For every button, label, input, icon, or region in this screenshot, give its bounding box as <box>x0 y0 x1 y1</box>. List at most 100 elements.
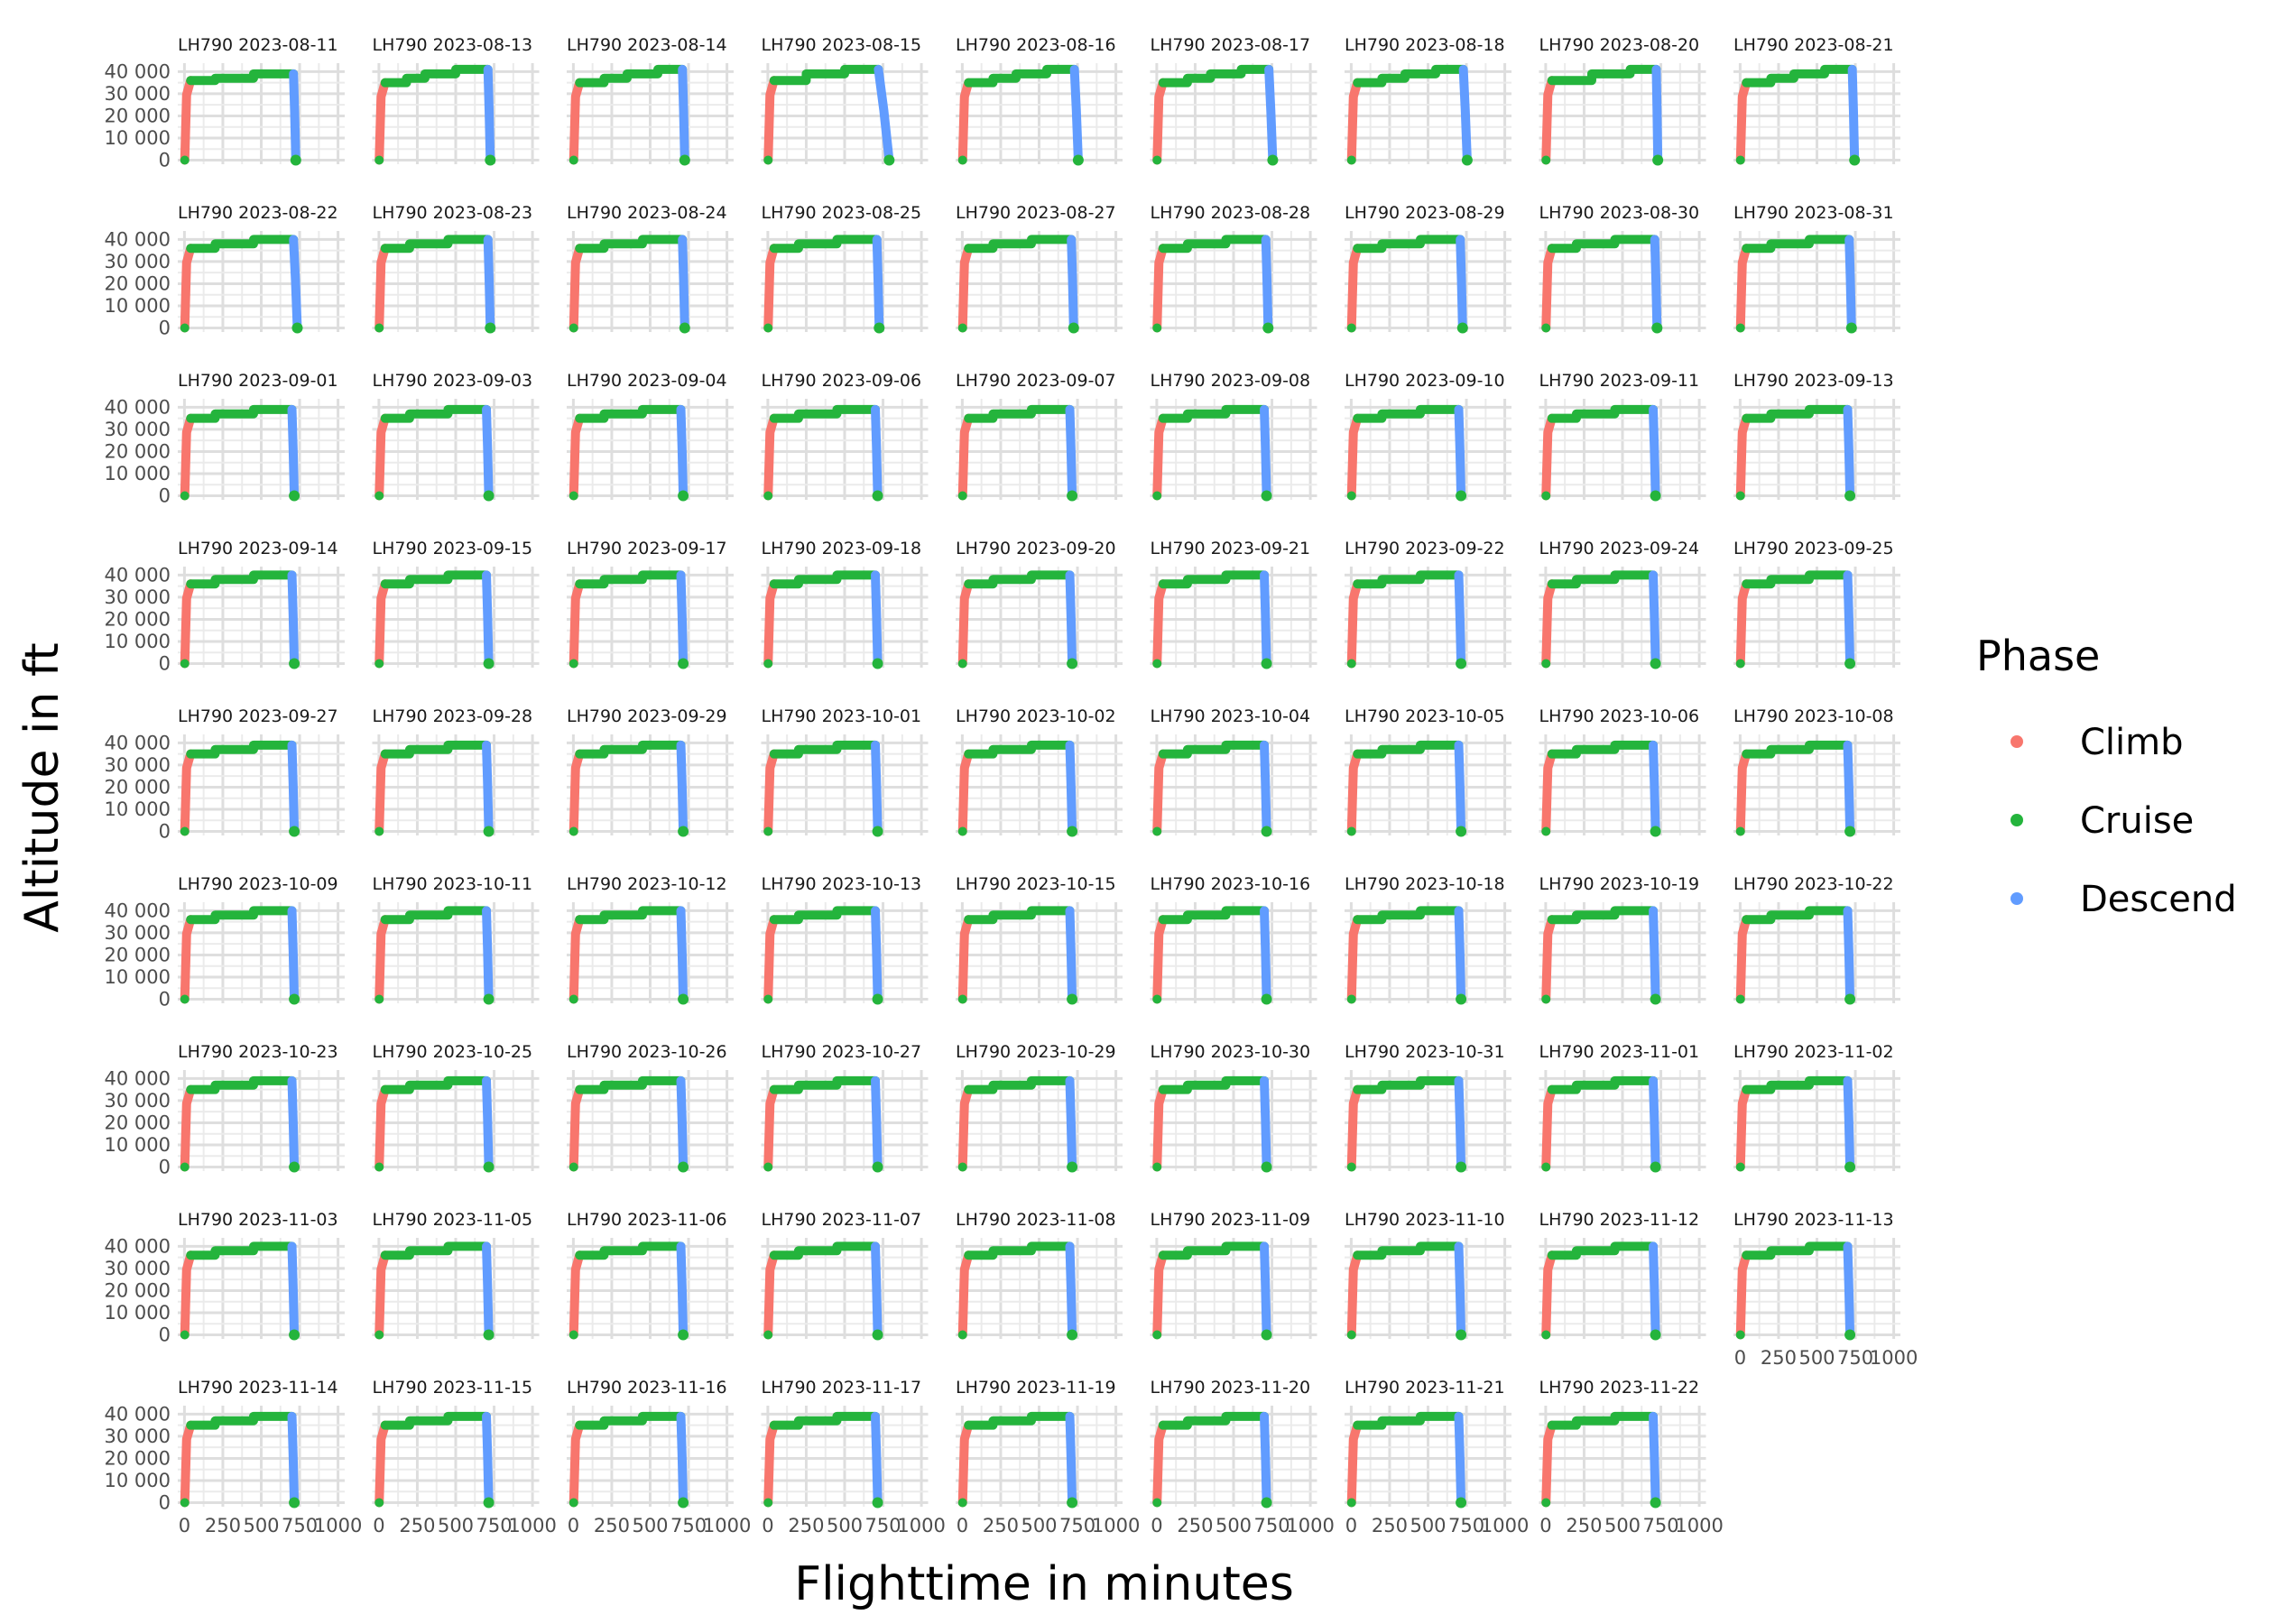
panel: LH790 2023-08-22010 00020 00030 00040 00… <box>105 203 345 339</box>
descend-series <box>1653 1081 1656 1167</box>
arrival-point <box>1652 155 1663 166</box>
departure-point <box>1736 492 1745 501</box>
panel: LH790 2023-08-11010 00020 00030 00040 00… <box>105 35 345 171</box>
legend-label-cruise: Cruise <box>2080 800 2194 842</box>
cruise-series <box>190 74 293 80</box>
arrival-point <box>1844 994 1855 1005</box>
y-tick-label: 0 <box>159 485 171 507</box>
y-tick-label: 0 <box>159 1324 171 1346</box>
panel-title: LH790 2023-11-17 <box>762 1378 922 1398</box>
cruise-series <box>190 1081 291 1090</box>
y-tick-label: 20 000 <box>105 944 171 965</box>
departure-point <box>374 1163 384 1172</box>
descend-series <box>488 69 491 161</box>
panel-title: LH790 2023-10-06 <box>1539 706 1700 726</box>
panel: LH790 2023-09-07 <box>956 371 1123 502</box>
arrival-point <box>289 1498 300 1509</box>
arrival-point <box>883 155 894 166</box>
departure-point <box>1541 1163 1550 1172</box>
y-tick-label: 20 000 <box>105 105 171 126</box>
panel: LH790 2023-10-04 <box>1151 706 1317 837</box>
arrival-point <box>1456 491 1466 502</box>
departure-point <box>180 156 190 165</box>
arrival-point <box>1650 1330 1661 1341</box>
panel: LH790 2023-08-31 <box>1733 203 1900 334</box>
arrival-point <box>1262 659 1272 669</box>
departure-point <box>763 492 772 501</box>
departure-point <box>1152 156 1161 165</box>
descend-series <box>1264 1246 1267 1334</box>
descend-series <box>681 745 684 832</box>
departure-point <box>1736 660 1745 669</box>
x-tick-label: 750 <box>670 1515 707 1536</box>
panel: LH790 2023-08-17 <box>1151 35 1317 166</box>
departure-point <box>180 1163 190 1172</box>
panel: LH790 2023-11-07 <box>762 1210 929 1341</box>
x-tick-label: 500 <box>1216 1515 1252 1536</box>
panel: LH790 2023-08-16 <box>956 35 1123 166</box>
arrival-point <box>874 323 884 334</box>
cruise-series <box>1163 1416 1264 1426</box>
arrival-point <box>1262 323 1273 334</box>
panel: LH790 2023-09-17 <box>567 539 734 669</box>
arrival-point <box>1456 826 1466 837</box>
x-tick-label: 750 <box>1448 1515 1484 1536</box>
panel-title: LH790 2023-09-13 <box>1733 371 1894 391</box>
descend-series <box>1070 410 1073 496</box>
panel: LH790 2023-08-29 <box>1345 203 1511 334</box>
panel-title: LH790 2023-10-13 <box>762 874 922 894</box>
arrival-point <box>1844 1330 1855 1341</box>
descend-series <box>292 575 295 663</box>
panel: LH790 2023-11-10 <box>1345 1210 1511 1341</box>
y-tick-label: 10 000 <box>105 1470 171 1491</box>
departure-point <box>569 492 578 501</box>
y-tick-label: 40 000 <box>105 1403 171 1425</box>
panel-title: LH790 2023-10-15 <box>956 874 1116 894</box>
y-tick-label: 20 000 <box>105 272 171 294</box>
y-tick-label: 10 000 <box>105 1302 171 1324</box>
x-tick-label: 250 <box>205 1515 241 1536</box>
departure-point <box>374 1499 384 1508</box>
panel-title: LH790 2023-09-11 <box>1539 371 1700 391</box>
departure-point <box>1736 1331 1745 1340</box>
arrival-point <box>1262 1330 1272 1341</box>
panel: LH790 2023-08-24 <box>567 203 734 334</box>
y-tick-label: 0 <box>159 653 171 675</box>
departure-point <box>1541 660 1550 669</box>
descend-series <box>681 1246 684 1334</box>
cruise-series <box>1357 410 1458 419</box>
panel-title: LH790 2023-08-23 <box>373 203 533 223</box>
departure-point <box>569 1499 578 1508</box>
panel: LH790 2023-11-220 250 500 7501000 <box>1539 1378 1724 1536</box>
panel-title: LH790 2023-08-22 <box>178 203 338 223</box>
descend-series <box>1264 910 1267 999</box>
x-tick-label: 1000 <box>314 1515 362 1536</box>
y-tick-label: 0 <box>159 150 171 171</box>
x-tick-label: 750 <box>1643 1515 1679 1536</box>
panel: LH790 2023-11-12 <box>1539 1210 1706 1341</box>
descend-series <box>486 745 489 832</box>
x-tick-label: 250 <box>1177 1515 1213 1536</box>
departure-point <box>569 827 578 836</box>
x-tick-label: 1000 <box>1675 1515 1723 1536</box>
cruise-series <box>1552 410 1653 419</box>
departure-point <box>180 492 190 501</box>
departure-point <box>958 995 967 1004</box>
cruise-series <box>1552 1416 1653 1426</box>
panel-title: LH790 2023-11-21 <box>1345 1378 1505 1398</box>
cruise-series <box>385 1081 486 1090</box>
y-tick-label: 30 000 <box>105 419 171 440</box>
descend-series <box>1070 910 1073 999</box>
panel-title: LH790 2023-11-14 <box>178 1378 338 1398</box>
departure-point <box>569 156 578 165</box>
descend-series <box>875 1246 878 1334</box>
departure-point <box>1152 1331 1161 1340</box>
departure-point <box>763 1499 772 1508</box>
arrival-point <box>678 1162 689 1173</box>
panel: LH790 2023-11-06 <box>567 1210 734 1341</box>
panel-title: LH790 2023-08-14 <box>567 35 727 55</box>
arrival-point <box>873 659 883 669</box>
cruise-series <box>1746 410 1847 419</box>
departure-point <box>569 995 578 1004</box>
departure-point <box>180 995 190 1004</box>
